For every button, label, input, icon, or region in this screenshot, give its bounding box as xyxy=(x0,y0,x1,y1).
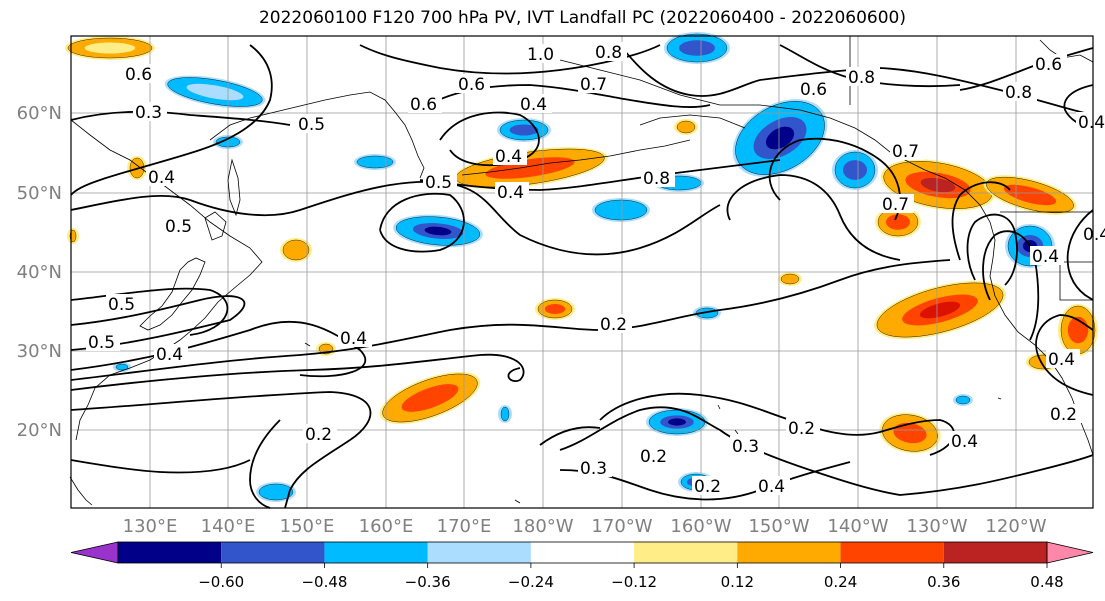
lon-label: 150°E xyxy=(280,516,335,537)
lon-label: 170°E xyxy=(437,516,492,537)
colorbar-bin xyxy=(324,542,428,563)
contour-label: 0.4 xyxy=(758,477,785,497)
lat-label: 60°N xyxy=(17,103,62,124)
colorbar-tick-label: 0.36 xyxy=(927,573,960,591)
lon-label: 130°W xyxy=(906,516,967,537)
colorbar-tick-label: 0.48 xyxy=(1030,573,1063,591)
lon-label: 170°W xyxy=(591,516,652,537)
contour-label: 0.6 xyxy=(125,65,152,85)
contour-label: 0.2 xyxy=(1050,405,1077,425)
lon-label: 120°W xyxy=(985,516,1046,537)
contour-label: 0.6 xyxy=(458,75,485,95)
contour-label: 0.3 xyxy=(732,437,759,457)
lon-label: 160°E xyxy=(359,516,414,537)
contour-label: 0.3 xyxy=(580,459,607,479)
contour-label: 0.2 xyxy=(694,477,721,497)
contour-label: 0.4 xyxy=(156,345,183,365)
contour-label: 0.4 xyxy=(1048,350,1075,370)
colorbar-tick-label: −0.24 xyxy=(508,573,554,591)
contour-label: 0.6 xyxy=(1035,55,1062,75)
lon-label: 160°W xyxy=(670,516,731,537)
contour-label: 0.8 xyxy=(848,68,875,88)
contour-label: 0.4 xyxy=(495,147,522,167)
contour-label: 0.2 xyxy=(788,419,815,439)
contour-label: 0.7 xyxy=(882,195,909,215)
contour-label: 0.5 xyxy=(298,115,325,135)
colorbar-bin xyxy=(530,542,635,563)
lat-label: 40°N xyxy=(17,262,62,283)
colorbar-bin xyxy=(737,542,841,563)
lat-label: 20°N xyxy=(17,420,62,441)
colorbar-tick-label: 0.12 xyxy=(721,573,754,591)
colorbar-tick-label: 0.24 xyxy=(824,573,857,591)
colorbar-bin xyxy=(221,542,325,563)
contour-label: 0.4 xyxy=(1032,247,1059,267)
colorbar-bin xyxy=(427,542,531,563)
contour-labels: 0.3 0.4 0.6 0.5 0.6 1.0 0.8 0.7 0.6 0.4 0.5 0.4 0.5 0… xyxy=(86,42,1105,497)
colorbar-tick-label: −0.12 xyxy=(611,573,657,591)
map-title: 2022060100 F120 700 hPa PV, IVT Landfall… xyxy=(258,8,906,28)
contour-label: 0.8 xyxy=(1005,83,1032,103)
contour-label: 0.5 xyxy=(108,295,135,315)
contour-label: 0.4 xyxy=(1083,225,1105,245)
colorbar-tick-label: −0.60 xyxy=(198,573,244,591)
contour-label: 0.7 xyxy=(580,75,607,95)
contour-label: 0.5 xyxy=(88,333,115,353)
contour-label: 0.5 xyxy=(425,173,452,193)
map-frame xyxy=(70,35,1094,509)
contour-label: 1.0 xyxy=(527,45,554,65)
contour-label: 0.6 xyxy=(410,95,437,115)
colorbar-tick-label: −0.48 xyxy=(301,573,347,591)
contour-label: 0.2 xyxy=(305,425,332,445)
contour-label: 0.8 xyxy=(643,169,670,189)
contour-label: 0.4 xyxy=(148,168,175,188)
colorbar-tick-label: −0.36 xyxy=(405,573,451,591)
contour-label: 0.7 xyxy=(892,142,919,162)
contour-label: 0.8 xyxy=(595,43,622,63)
lon-label: 150°W xyxy=(748,516,809,537)
colorbar: −0.60 −0.48 −0.36 −0.24 −0.12 0.12 0.24 0.36 0.4… xyxy=(70,541,1094,591)
contour-label: 0.4 xyxy=(951,432,978,452)
lat-label: 30°N xyxy=(17,341,62,362)
contour-label: 0.4 xyxy=(1078,113,1105,133)
contour-label: 0.4 xyxy=(497,183,524,203)
colorbar-bin xyxy=(840,542,944,563)
colorbar-bin xyxy=(943,542,1047,563)
colorbar-bin xyxy=(634,542,738,563)
lon-label: 140°E xyxy=(201,516,256,537)
lon-label: 180°W xyxy=(512,516,573,537)
contour-label: 0.3 xyxy=(135,103,162,123)
lon-label: 140°W xyxy=(827,516,888,537)
lat-label: 50°N xyxy=(17,183,62,204)
lon-label: 130°E xyxy=(123,516,178,537)
colorbar-bin xyxy=(118,542,222,563)
longitude-labels: 130°E 140°E 150°E 160°E 170°E 180°W 170°W 160°W… xyxy=(123,516,1047,537)
contour-label: 0.4 xyxy=(340,329,367,349)
pv-shading-layer xyxy=(65,32,1098,502)
latitude-labels: 60°N 50°N 40°N 30°N 20°N xyxy=(17,103,62,441)
contour-label: 0.2 xyxy=(640,447,667,467)
contour-label: 0.4 xyxy=(520,95,547,115)
contour-label: 0.5 xyxy=(165,217,192,237)
contour-label: 0.2 xyxy=(600,315,627,335)
contour-label: 0.6 xyxy=(800,80,827,100)
